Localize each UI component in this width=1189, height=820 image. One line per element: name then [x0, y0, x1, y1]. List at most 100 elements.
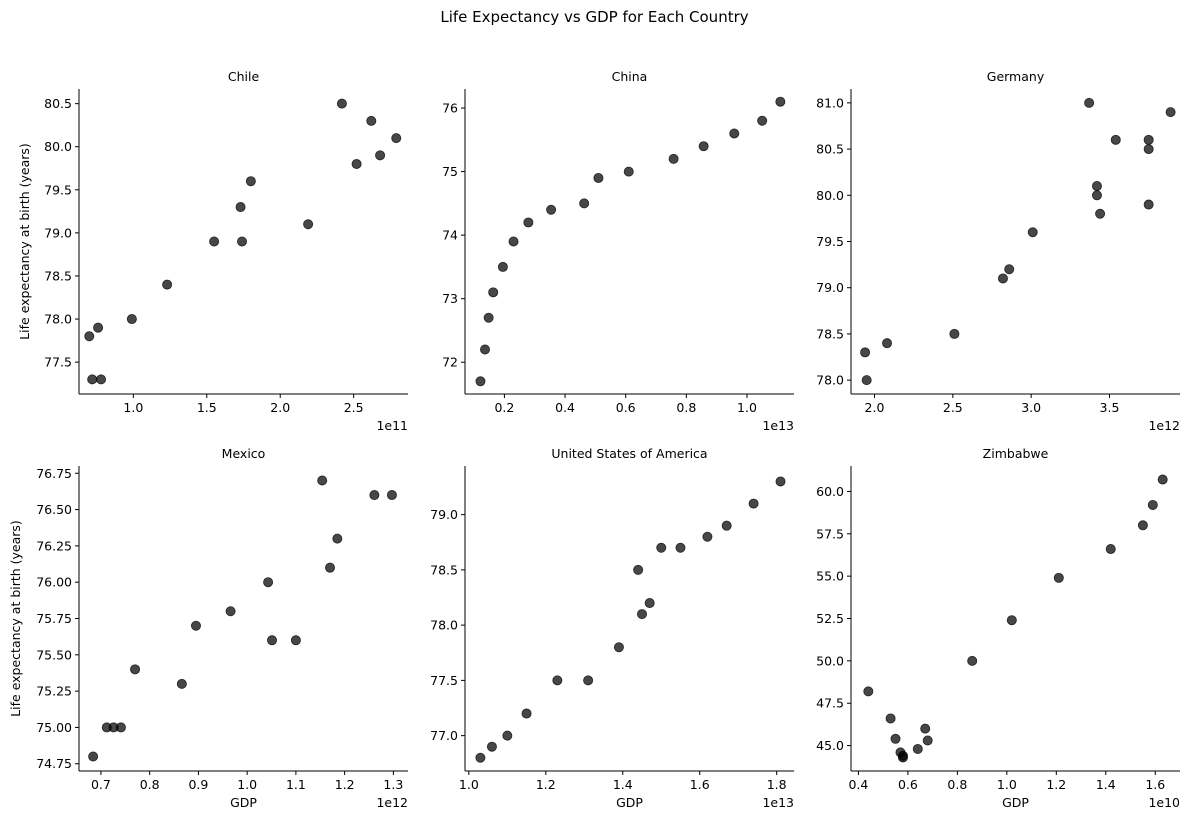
x-tick-label: 1.0 [459, 777, 479, 792]
x-axis-label: GDP [1002, 795, 1029, 810]
data-point [613, 642, 624, 653]
data-point [475, 752, 486, 763]
panel-title: Mexico [222, 446, 266, 461]
data-point [480, 344, 491, 355]
x-tick-label: 1.4 [1096, 777, 1116, 792]
data-point [488, 287, 499, 298]
y-tick-label: 79.5 [816, 234, 844, 249]
y-tick-label: 45.0 [816, 738, 844, 753]
y-tick-label: 75 [442, 164, 458, 179]
panel-title: United States of America [551, 446, 707, 461]
x-tick-label: 0.9 [188, 777, 208, 792]
x-tick-label: 1.0 [123, 400, 143, 415]
y-tick-label: 78.5 [816, 326, 844, 341]
x-tick-label: 0.8 [947, 777, 967, 792]
panel-chile: Chile 1.0 1.5 2.0 2.5 77.5 78.0 78.5 79.0 79.5 80.… [17, 69, 408, 433]
x-axis-label: GDP [230, 795, 257, 810]
data-point [497, 261, 508, 272]
y-tick-label: 76.25 [36, 538, 72, 553]
data-point [912, 743, 923, 754]
y-tick-label: 81.0 [816, 95, 844, 110]
data-point [1084, 97, 1095, 108]
data-point [656, 542, 667, 553]
data-point [1157, 474, 1168, 485]
panel-china: China 0.2 0.4 0.6 0.8 1.0 72 73 74 75 76 1e13 [442, 69, 794, 433]
data-point [1165, 107, 1176, 118]
data-point [1143, 144, 1154, 155]
y-tick-label: 78.0 [44, 312, 72, 327]
x-tick-label: 0.6 [898, 777, 918, 792]
y-tick-label: 80.5 [44, 96, 72, 111]
y-tick-label: 80.5 [816, 142, 844, 157]
y-tick-label: 72 [442, 355, 458, 370]
y-tick-label: 75.00 [36, 720, 72, 735]
x-tick-label: 3.5 [1100, 400, 1120, 415]
data-point [96, 374, 107, 385]
y-tick-label: 76.75 [36, 466, 72, 481]
y-tick-label: 74 [442, 228, 458, 243]
data-point [209, 236, 220, 247]
data-point [235, 202, 246, 213]
data-point [885, 713, 896, 724]
data-point [176, 678, 187, 689]
y-tick-label: 74.75 [36, 756, 72, 771]
y-tick-label: 79.0 [44, 225, 72, 240]
data-point [483, 312, 494, 323]
x-tick-label: 1.3 [383, 777, 403, 792]
x-offset-label: 1e10 [1148, 795, 1180, 810]
data-point [949, 328, 960, 339]
x-tick-label: 1.2 [335, 777, 355, 792]
x-tick-label: 0.7 [91, 777, 111, 792]
data-point [644, 598, 655, 609]
data-point [115, 722, 126, 733]
x-offset-label: 1e12 [1148, 418, 1180, 433]
data-point [860, 347, 871, 358]
data-point [475, 376, 486, 387]
y-tick-label: 55.0 [816, 569, 844, 584]
data-point [486, 741, 497, 752]
x-offset-label: 1e13 [762, 795, 794, 810]
x-tick-label: 0.4 [555, 400, 575, 415]
data-point [775, 476, 786, 487]
data-point [267, 635, 278, 646]
y-tick-label: 78.0 [430, 618, 458, 633]
data-point [922, 735, 933, 746]
y-tick-label: 78.5 [44, 268, 72, 283]
panel-united-states-of-america: United States of America 1.0 1.2 1.4 1.6 1.8 7… [430, 446, 794, 810]
x-tick-label: 1.6 [690, 777, 710, 792]
data-point [386, 490, 397, 501]
y-tick-label: 73 [442, 291, 458, 306]
data-point [93, 322, 104, 333]
data-point [583, 675, 594, 686]
y-tick-label: 79.0 [816, 280, 844, 295]
panel-title: Chile [228, 69, 260, 84]
data-point [675, 542, 686, 553]
x-tick-label: 1.0 [997, 777, 1017, 792]
y-tick-label: 50.0 [816, 653, 844, 668]
data-point [1027, 227, 1038, 238]
panel-title: China [612, 69, 648, 84]
data-point [290, 635, 301, 646]
data-point [508, 236, 519, 247]
data-point [523, 217, 534, 228]
data-point [126, 314, 137, 325]
y-tick-label: 76.50 [36, 502, 72, 517]
data-point [351, 158, 362, 169]
data-point [1006, 615, 1017, 626]
x-tick-label: 3.0 [1021, 400, 1041, 415]
data-point [552, 675, 563, 686]
data-point [317, 475, 328, 486]
y-tick-label: 75.25 [36, 684, 72, 699]
data-point [225, 606, 236, 617]
y-tick-label: 76.00 [36, 575, 72, 590]
data-point [332, 533, 343, 544]
data-point [997, 273, 1008, 284]
x-tick-label: 1.2 [536, 777, 556, 792]
y-tick-label: 57.5 [816, 526, 844, 541]
data-point [369, 490, 380, 501]
data-point [303, 219, 314, 230]
x-tick-label: 0.2 [494, 400, 514, 415]
x-tick-label: 1.8 [767, 777, 787, 792]
panel-title: Germany [987, 69, 1045, 84]
data-point [84, 331, 95, 342]
